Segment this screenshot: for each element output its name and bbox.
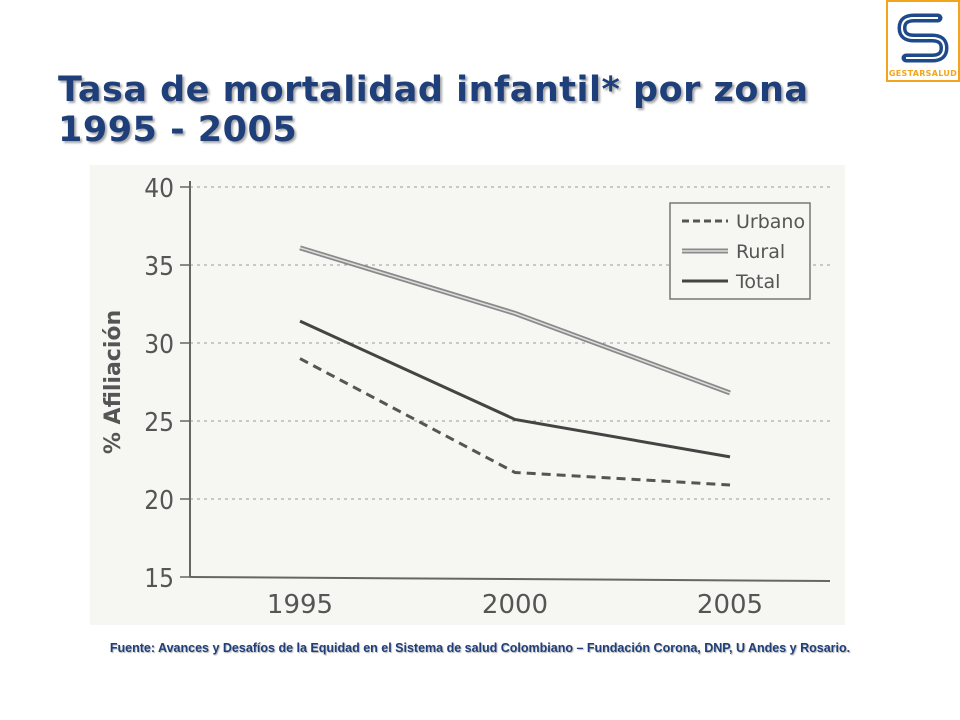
x-tick-label: 2005 xyxy=(697,590,763,620)
legend-label: Total xyxy=(735,271,780,293)
series-line-total xyxy=(299,319,731,459)
y-tick-label: 40 xyxy=(144,174,174,204)
y-tick-label: 30 xyxy=(144,330,174,360)
series-line-urbano xyxy=(299,357,731,487)
slide-title-line1: Tasa de mortalidad infantil* por zona xyxy=(58,70,809,110)
series-line-rural xyxy=(299,245,731,396)
chart-area: 15 20 25 30 35 40 1995 2000 2005 % Afiliación Urba… xyxy=(90,165,845,625)
legend-label: Urbano xyxy=(736,211,805,233)
y-axis-label: % Afiliación xyxy=(101,310,126,454)
slide-title: Tasa de mortalidad infantil* por zona 19… xyxy=(58,70,809,150)
slide-title-line2: 1995 - 2005 xyxy=(58,110,298,150)
legend-label: Rural xyxy=(736,241,785,263)
logo-text: GESTARSALUD xyxy=(888,69,958,78)
y-tick-label: 15 xyxy=(144,564,174,594)
series-line-rural-inner xyxy=(299,247,731,394)
x-axis xyxy=(189,576,831,582)
logo-mark-icon xyxy=(897,13,949,63)
source-note: Fuente: Avances y Desafíos de la Equidad… xyxy=(109,641,851,655)
gestarsalud-logo: GESTARSALUD xyxy=(886,0,960,82)
line-chart: 15 20 25 30 35 40 1995 2000 2005 % Afiliación Urba… xyxy=(101,174,831,620)
y-tick-label: 20 xyxy=(144,486,174,516)
x-tick-label: 1995 xyxy=(267,590,333,620)
y-tick-label: 25 xyxy=(144,408,174,438)
x-tick-label: 2000 xyxy=(482,590,548,620)
y-tick-label: 35 xyxy=(144,252,174,282)
